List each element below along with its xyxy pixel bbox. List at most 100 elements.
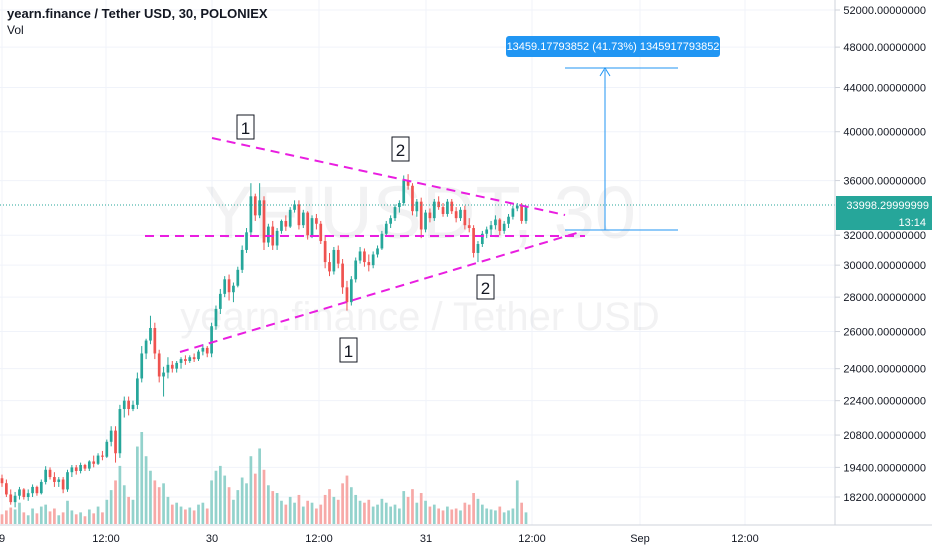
candle-body[interactable]: [446, 201, 449, 214]
candle-body[interactable]: [275, 230, 279, 246]
candle-body[interactable]: [485, 229, 489, 234]
candle-body[interactable]: [74, 467, 78, 471]
candle-body[interactable]: [5, 483, 8, 495]
candle-body[interactable]: [507, 216, 510, 224]
candle-body[interactable]: [354, 260, 358, 280]
candle-body[interactable]: [53, 477, 56, 482]
candle-body[interactable]: [262, 200, 266, 243]
candle-body[interactable]: [511, 208, 515, 217]
candle-body[interactable]: [267, 226, 270, 243]
candle-body[interactable]: [240, 249, 244, 270]
wave-labels[interactable]: 1 2 1 2: [236, 114, 495, 363]
candle-body[interactable]: [411, 185, 414, 212]
candle-body[interactable]: [197, 351, 200, 360]
candle-body[interactable]: [467, 225, 471, 229]
candle-body[interactable]: [57, 479, 61, 482]
candle-body[interactable]: [18, 489, 21, 496]
candle-body[interactable]: [26, 493, 30, 497]
candle-body[interactable]: [463, 209, 467, 226]
candle-body[interactable]: [92, 461, 96, 464]
candle-body[interactable]: [162, 372, 165, 377]
candle-body[interactable]: [44, 469, 48, 482]
candle-body[interactable]: [415, 201, 419, 212]
candle-body[interactable]: [437, 201, 441, 208]
candle-body[interactable]: [524, 207, 528, 221]
candle-body[interactable]: [441, 207, 445, 214]
candle-body[interactable]: [13, 495, 17, 503]
candle-body[interactable]: [293, 204, 296, 210]
candle-body[interactable]: [520, 205, 523, 221]
candle-body[interactable]: [66, 472, 69, 490]
symbol-title[interactable]: yearn.finance / Tether USD, 30, POLONIEX: [7, 6, 268, 21]
candle-body[interactable]: [245, 232, 248, 250]
candle-body[interactable]: [284, 220, 288, 227]
volume-indicator-label[interactable]: Vol: [7, 23, 24, 37]
candle-body[interactable]: [114, 430, 117, 454]
candle-body[interactable]: [205, 347, 209, 354]
candle-body[interactable]: [31, 486, 34, 494]
candle-body[interactable]: [498, 219, 502, 231]
candle-body[interactable]: [323, 241, 327, 263]
candle-body[interactable]: [406, 180, 410, 186]
candle-body[interactable]: [349, 279, 353, 303]
candle-body[interactable]: [502, 223, 506, 231]
candle-body[interactable]: [149, 327, 152, 341]
candle-body[interactable]: [79, 464, 82, 471]
candle-body[interactable]: [297, 204, 301, 226]
candle-body[interactable]: [96, 455, 100, 464]
candle-body[interactable]: [384, 223, 388, 234]
candle-body[interactable]: [402, 180, 406, 204]
time-axis[interactable]: 9 12:00 30 12:00 31 12:00 Sep 12:00: [0, 524, 932, 550]
candle-body[interactable]: [127, 400, 130, 410]
candle-body[interactable]: [105, 441, 109, 457]
candle-body[interactable]: [35, 486, 39, 494]
wave-label-bottom-2[interactable]: 2: [476, 274, 495, 300]
candle-body[interactable]: [210, 326, 213, 354]
candle-body[interactable]: [428, 212, 432, 219]
candle-body[interactable]: [424, 212, 427, 230]
lower-trendline[interactable]: [179, 231, 581, 353]
price-scale[interactable]: 52000.00000000 48000.00000000 44000.000000…: [834, 0, 932, 525]
candle-body[interactable]: [341, 263, 344, 288]
candle-body[interactable]: [332, 249, 336, 272]
candle-body[interactable]: [157, 353, 161, 377]
wave-label-top-1[interactable]: 1: [236, 114, 255, 140]
candle-body[interactable]: [288, 209, 292, 227]
candle-body[interactable]: [253, 196, 257, 216]
candle-body[interactable]: [61, 479, 65, 490]
candle-body[interactable]: [48, 469, 52, 478]
candle-body[interactable]: [459, 209, 462, 219]
candle-body[interactable]: [306, 212, 310, 236]
candle-body[interactable]: [419, 201, 423, 230]
candle-body[interactable]: [188, 357, 192, 362]
candle-body[interactable]: [376, 248, 379, 255]
candle-body[interactable]: [232, 285, 235, 293]
candle-body[interactable]: [140, 353, 144, 379]
candle-body[interactable]: [131, 404, 135, 410]
candle-body[interactable]: [109, 430, 113, 442]
candle-body[interactable]: [170, 364, 174, 369]
candle-body[interactable]: [9, 494, 13, 503]
candle-body[interactable]: [227, 279, 231, 293]
candle-body[interactable]: [70, 467, 74, 473]
candle-body[interactable]: [166, 364, 170, 373]
candle-body[interactable]: [380, 233, 384, 249]
candle-body[interactable]: [454, 211, 458, 219]
candle-body[interactable]: [432, 201, 436, 219]
candle-body[interactable]: [214, 308, 218, 327]
candle-body[interactable]: [494, 219, 497, 226]
wave-label-top-2[interactable]: 2: [391, 136, 410, 162]
candle-body[interactable]: [389, 218, 392, 224]
wave-label-bottom-1[interactable]: 1: [339, 337, 358, 363]
candle-body[interactable]: [345, 287, 349, 303]
candle-body[interactable]: [179, 359, 183, 363]
candle-body[interactable]: [223, 279, 227, 294]
candle-body[interactable]: [450, 201, 454, 212]
candle-body[interactable]: [393, 207, 397, 219]
candle-body[interactable]: [87, 461, 91, 469]
candle-body[interactable]: [153, 327, 157, 354]
candle-body[interactable]: [367, 262, 371, 266]
candlesticks[interactable]: [0, 174, 528, 508]
